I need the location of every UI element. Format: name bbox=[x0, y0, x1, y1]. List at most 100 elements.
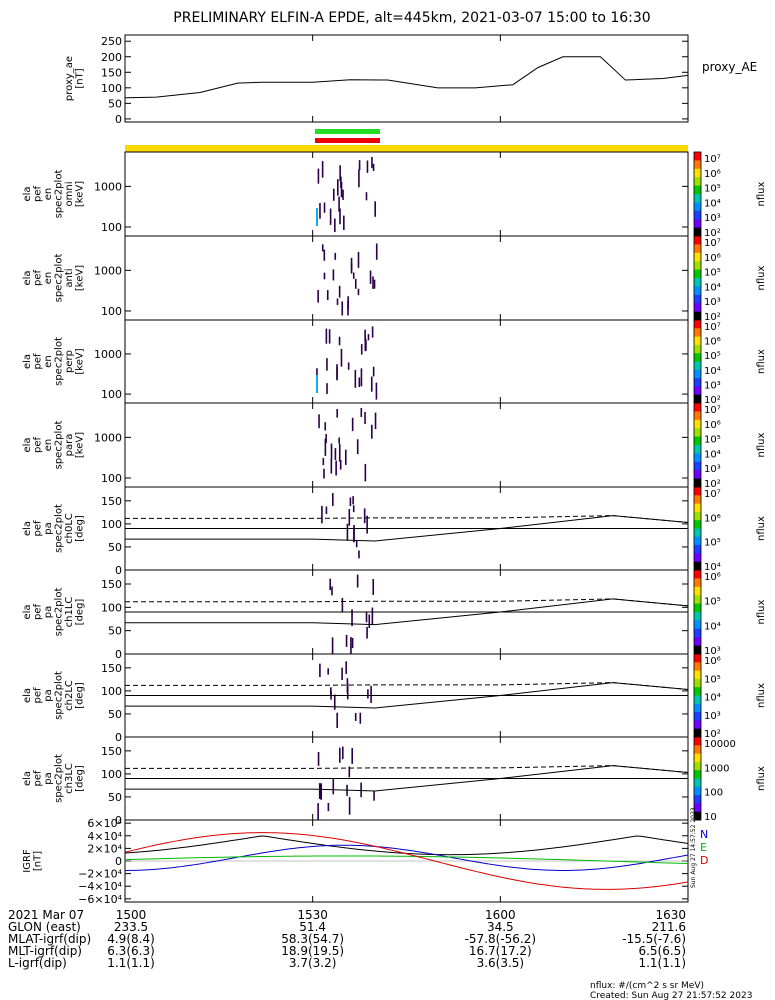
ephemeris-value: 1500 bbox=[116, 908, 147, 922]
y-axis-label: perp bbox=[64, 350, 75, 373]
ephemeris-value: 211.6 bbox=[652, 920, 686, 934]
panel-frame bbox=[124, 235, 689, 321]
data-streak bbox=[334, 448, 337, 460]
data-streak bbox=[351, 609, 353, 627]
data-streak bbox=[323, 249, 326, 261]
data-streak bbox=[327, 802, 330, 812]
colorbar-band bbox=[694, 645, 701, 655]
data-streak bbox=[345, 661, 348, 674]
data-streak bbox=[360, 782, 362, 798]
y-axis-label: ela bbox=[22, 354, 33, 369]
data-streak bbox=[358, 377, 361, 388]
colorbar-tick-label: 10⁶ bbox=[704, 337, 721, 348]
y-tick-label: 0 bbox=[115, 855, 122, 868]
colorbar-band bbox=[694, 495, 701, 505]
colorbar-band bbox=[694, 252, 701, 262]
colorbar-tick-label: 10⁶ bbox=[704, 253, 721, 264]
data-streak bbox=[324, 438, 327, 456]
data-streak bbox=[339, 747, 341, 763]
data-streak bbox=[360, 368, 363, 387]
colorbar-band bbox=[694, 244, 701, 254]
colorbar-band bbox=[694, 369, 701, 379]
y-axis-label: en bbox=[43, 355, 54, 368]
data-streak bbox=[336, 179, 339, 196]
data-streak bbox=[372, 276, 374, 289]
ephemeris-value: -57.8(-56.2) bbox=[465, 932, 536, 946]
colorbar-band bbox=[694, 419, 701, 429]
panel-spectrogram: ela pef en spec2plot perp [keV] 100010010⁷10⁶1… bbox=[22, 319, 767, 406]
colorbar-tick-label: 10² bbox=[704, 729, 721, 740]
data-streak bbox=[371, 156, 373, 169]
data-streak bbox=[340, 176, 342, 188]
y-axis-label: para bbox=[64, 434, 75, 457]
data-streak bbox=[326, 290, 329, 301]
colorbar-label: nflux bbox=[756, 683, 767, 708]
y-tick-label: −2×10⁴ bbox=[78, 868, 122, 881]
data-streak bbox=[357, 251, 360, 268]
data-streak bbox=[370, 376, 373, 392]
data-streak bbox=[318, 414, 320, 429]
data-streak bbox=[353, 524, 355, 542]
colorbar-band bbox=[694, 553, 701, 563]
data-streak bbox=[319, 663, 321, 678]
colorbar-tick-label: 10 bbox=[704, 812, 717, 823]
ephemeris-value: 16.7(17.2) bbox=[469, 944, 532, 958]
colorbar-label: nflux bbox=[756, 516, 767, 541]
colorbar-tick-label: 10⁴ bbox=[704, 693, 721, 704]
data-streak bbox=[328, 329, 331, 344]
data-streak bbox=[373, 279, 376, 289]
data-streak bbox=[338, 443, 341, 462]
data-streak bbox=[341, 667, 343, 681]
y-axis-label: [keV] bbox=[75, 265, 86, 291]
colorbar: 10⁷ 10⁶ 10⁵ 10⁴ 10³ 10² nflux bbox=[693, 151, 767, 239]
data-streak bbox=[330, 443, 333, 460]
ephemeris-row-label: 2021 Mar 07 bbox=[8, 908, 84, 922]
colorbar-label: nflux bbox=[756, 181, 767, 206]
y-axis-label: pef bbox=[33, 437, 44, 454]
data-streak bbox=[336, 298, 339, 305]
data-streak bbox=[375, 243, 378, 260]
ephemeris-value: 4.9(8.4) bbox=[107, 932, 155, 946]
colorbar-tick-label: 10² bbox=[704, 312, 721, 323]
ephemeris-value: 51.4 bbox=[299, 920, 326, 934]
colorbar-band bbox=[694, 428, 701, 438]
colorbar-band bbox=[694, 311, 701, 321]
data-streak bbox=[354, 713, 357, 721]
data-streak bbox=[324, 422, 327, 431]
data-streak bbox=[371, 326, 374, 338]
data-streak bbox=[323, 468, 325, 479]
y-tick-label: 100 bbox=[101, 305, 122, 318]
y-tick-label: 0 bbox=[115, 564, 122, 577]
antiloss-cone-line bbox=[125, 515, 689, 524]
data-streak bbox=[372, 163, 375, 171]
data-streak bbox=[358, 169, 360, 188]
y-tick-label: 50 bbox=[108, 625, 122, 638]
y-tick-label: 100 bbox=[101, 82, 122, 95]
panel-pitch: ela pef pa spec2plot ch3LC [deg] 150 100 50 0 1000… bbox=[22, 736, 767, 827]
data-streak bbox=[364, 463, 367, 482]
colorbar-band bbox=[694, 511, 701, 521]
science-zone-segment bbox=[315, 138, 380, 143]
data-streak bbox=[357, 288, 360, 296]
colorbar-tick-label: 10⁶ bbox=[704, 513, 721, 524]
data-streak bbox=[369, 270, 372, 284]
data-streak bbox=[360, 344, 363, 355]
y-axis-label: [deg] bbox=[75, 599, 86, 626]
y-axis-label: omni bbox=[64, 182, 75, 207]
panel-pitch: ela pef pa spec2plot ch1LC [deg]15010050010⁶1… bbox=[22, 569, 767, 661]
data-streak bbox=[359, 712, 362, 724]
colorbar-band bbox=[694, 461, 701, 471]
colorbar-band bbox=[694, 545, 701, 554]
colorbar-band bbox=[694, 353, 701, 362]
colorbar: 10⁷ 10⁶ 10⁵ 10⁴ nflux bbox=[693, 486, 767, 573]
ephemeris-value: 18.9(19.5) bbox=[281, 944, 344, 958]
data-streak bbox=[331, 586, 333, 596]
science-zone-bar bbox=[125, 145, 688, 152]
y-axis-label: spec2plot bbox=[54, 337, 65, 386]
colorbar-tick-label: 10⁵ bbox=[704, 597, 721, 608]
data-streak bbox=[316, 368, 318, 378]
y-axis-label: ela bbox=[22, 270, 33, 285]
data-streak bbox=[325, 506, 328, 514]
colorbar-band bbox=[694, 386, 701, 396]
